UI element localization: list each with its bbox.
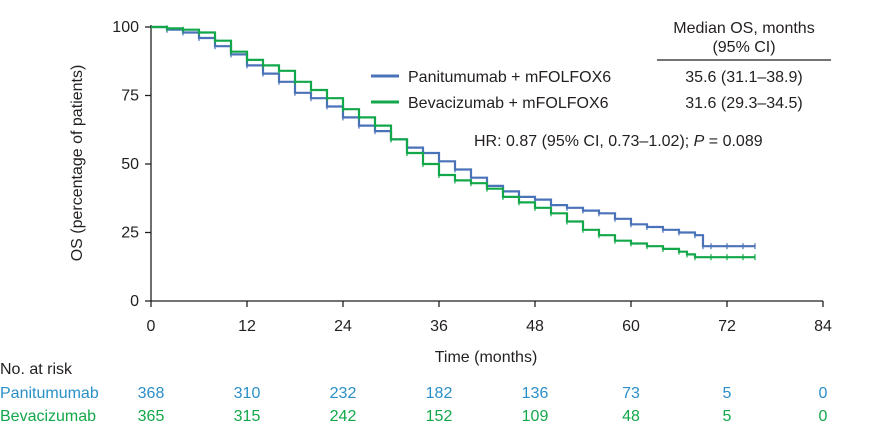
risk-value-bevacizumab: 5 <box>723 408 732 425</box>
risk-value-bevacizumab: 365 <box>138 408 165 425</box>
risk-value-panitumumab: 232 <box>330 385 357 402</box>
risk-value-bevacizumab: 242 <box>330 408 357 425</box>
risk-row-label-panitumumab: Panitumumab <box>0 385 99 402</box>
legend-header: Median OS, months <box>673 20 814 37</box>
y-tick-label: 25 <box>121 225 139 242</box>
x-tick-label: 24 <box>334 318 352 335</box>
risk-table: Panitumumab 368 310 232 182 136 73 5 0 Bevacizuma… <box>0 385 828 425</box>
hazard-ratio-annotation: HR: 0.87 (95% CI, 0.73–1.02); P = 0.089 <box>474 133 763 150</box>
legend-label-panitumumab: Panitumumab + mFOLFOX6 <box>408 69 611 86</box>
risk-value-panitumumab: 5 <box>723 385 732 402</box>
risk-value-bevacizumab: 315 <box>234 408 261 425</box>
risk-value-panitumumab: 182 <box>426 385 453 402</box>
x-tick-label: 36 <box>430 318 448 335</box>
survival-curves <box>151 25 756 261</box>
risk-value-panitumumab: 0 <box>819 385 828 402</box>
y-tick-label: 75 <box>121 88 139 105</box>
axes: 0 25 50 75 100 0 12 24 36 48 60 72 84 <box>112 19 832 335</box>
risk-value-bevacizumab: 109 <box>522 408 549 425</box>
x-tick-label: 60 <box>622 318 640 335</box>
legend-median-panitumumab: 35.6 (31.1–38.9) <box>685 69 802 86</box>
x-tick-label: 84 <box>814 318 832 335</box>
x-tick-label: 72 <box>718 318 736 335</box>
risk-value-panitumumab: 368 <box>138 385 165 402</box>
risk-value-panitumumab: 73 <box>622 385 640 402</box>
x-axis-label: Time (months) <box>435 349 538 366</box>
y-tick-label: 0 <box>130 293 139 310</box>
x-tick-label: 0 <box>147 318 156 335</box>
y-tick-label: 100 <box>112 19 139 36</box>
risk-value-bevacizumab: 152 <box>426 408 453 425</box>
risk-value-bevacizumab: 0 <box>819 408 828 425</box>
risk-table-title: No. at risk <box>0 361 73 378</box>
legend-median-bevacizumab: 31.6 (29.3–34.5) <box>685 95 802 112</box>
legend-subheader: (95% CI) <box>712 39 775 56</box>
risk-value-panitumumab: 310 <box>234 385 261 402</box>
y-axis-label: OS (percentage of patients) <box>69 65 86 262</box>
legend-label-bevacizumab: Bevacizumab + mFOLFOX6 <box>408 95 609 112</box>
x-tick-label: 48 <box>526 318 544 335</box>
chart-texts: OS (percentage of patients) Time (months… <box>0 20 831 378</box>
x-tick-label: 12 <box>238 318 256 335</box>
risk-value-panitumumab: 136 <box>522 385 549 402</box>
y-tick-label: 50 <box>121 156 139 173</box>
risk-value-bevacizumab: 48 <box>622 408 640 425</box>
risk-row-label-bevacizumab: Bevacizumab <box>0 408 96 425</box>
